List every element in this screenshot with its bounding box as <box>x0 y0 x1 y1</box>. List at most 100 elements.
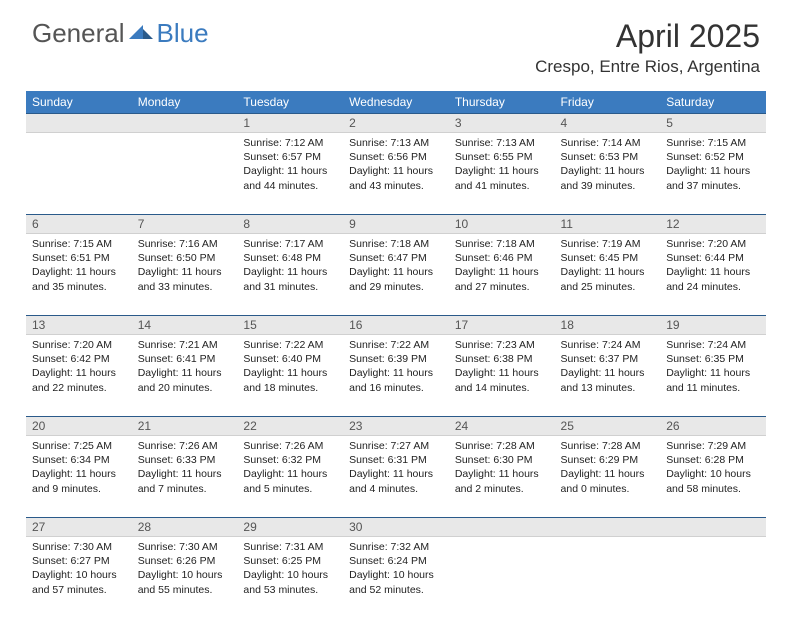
day-number: 12 <box>660 215 766 233</box>
day-cell: Sunrise: 7:14 AMSunset: 6:53 PMDaylight:… <box>555 133 661 215</box>
day-number: 30 <box>343 518 449 536</box>
day-header: Saturday <box>660 91 766 114</box>
content-row: Sunrise: 7:15 AMSunset: 6:51 PMDaylight:… <box>26 234 766 316</box>
day-cell <box>555 537 661 619</box>
day-number: 11 <box>555 215 661 233</box>
daynum-cell <box>26 114 132 133</box>
day-content: Sunrise: 7:21 AMSunset: 6:41 PMDaylight:… <box>132 335 238 401</box>
day-cell <box>26 133 132 215</box>
day-number: 5 <box>660 114 766 132</box>
daynum-cell <box>555 518 661 537</box>
daynum-cell: 3 <box>449 114 555 133</box>
content-row: Sunrise: 7:20 AMSunset: 6:42 PMDaylight:… <box>26 335 766 417</box>
daynum-cell: 18 <box>555 316 661 335</box>
daynum-row: 13141516171819 <box>26 316 766 335</box>
day-number: 19 <box>660 316 766 334</box>
daynum-row: 20212223242526 <box>26 417 766 436</box>
daynum-cell: 1 <box>237 114 343 133</box>
daynum-cell: 16 <box>343 316 449 335</box>
day-cell: Sunrise: 7:24 AMSunset: 6:35 PMDaylight:… <box>660 335 766 417</box>
day-number: 27 <box>26 518 132 536</box>
day-cell: Sunrise: 7:18 AMSunset: 6:46 PMDaylight:… <box>449 234 555 316</box>
daynum-cell <box>660 518 766 537</box>
day-number: 24 <box>449 417 555 435</box>
daynum-cell: 4 <box>555 114 661 133</box>
day-number: 29 <box>237 518 343 536</box>
day-cell: Sunrise: 7:12 AMSunset: 6:57 PMDaylight:… <box>237 133 343 215</box>
day-content: Sunrise: 7:30 AMSunset: 6:27 PMDaylight:… <box>26 537 132 603</box>
daynum-row: 27282930 <box>26 518 766 537</box>
day-content: Sunrise: 7:15 AMSunset: 6:51 PMDaylight:… <box>26 234 132 300</box>
daynum-cell: 9 <box>343 215 449 234</box>
day-cell: Sunrise: 7:18 AMSunset: 6:47 PMDaylight:… <box>343 234 449 316</box>
day-header: Wednesday <box>343 91 449 114</box>
daynum-cell: 13 <box>26 316 132 335</box>
day-cell: Sunrise: 7:13 AMSunset: 6:56 PMDaylight:… <box>343 133 449 215</box>
calendar-body: 12345Sunrise: 7:12 AMSunset: 6:57 PMDayl… <box>26 114 766 619</box>
daynum-cell: 11 <box>555 215 661 234</box>
day-cell: Sunrise: 7:16 AMSunset: 6:50 PMDaylight:… <box>132 234 238 316</box>
day-cell: Sunrise: 7:20 AMSunset: 6:44 PMDaylight:… <box>660 234 766 316</box>
day-content: Sunrise: 7:13 AMSunset: 6:56 PMDaylight:… <box>343 133 449 199</box>
day-content: Sunrise: 7:31 AMSunset: 6:25 PMDaylight:… <box>237 537 343 603</box>
daynum-cell: 24 <box>449 417 555 436</box>
daynum-cell: 8 <box>237 215 343 234</box>
day-cell: Sunrise: 7:30 AMSunset: 6:27 PMDaylight:… <box>26 537 132 619</box>
day-number: 8 <box>237 215 343 233</box>
day-number: 7 <box>132 215 238 233</box>
day-cell: Sunrise: 7:24 AMSunset: 6:37 PMDaylight:… <box>555 335 661 417</box>
daynum-cell: 28 <box>132 518 238 537</box>
day-number: 20 <box>26 417 132 435</box>
day-cell: Sunrise: 7:28 AMSunset: 6:30 PMDaylight:… <box>449 436 555 518</box>
day-number: 13 <box>26 316 132 334</box>
day-header: Tuesday <box>237 91 343 114</box>
daynum-cell: 26 <box>660 417 766 436</box>
daynum-cell <box>132 114 238 133</box>
content-row: Sunrise: 7:25 AMSunset: 6:34 PMDaylight:… <box>26 436 766 518</box>
day-content: Sunrise: 7:24 AMSunset: 6:35 PMDaylight:… <box>660 335 766 401</box>
day-content: Sunrise: 7:20 AMSunset: 6:42 PMDaylight:… <box>26 335 132 401</box>
day-cell: Sunrise: 7:26 AMSunset: 6:33 PMDaylight:… <box>132 436 238 518</box>
daynum-cell: 17 <box>449 316 555 335</box>
day-content: Sunrise: 7:15 AMSunset: 6:52 PMDaylight:… <box>660 133 766 199</box>
day-content: Sunrise: 7:22 AMSunset: 6:39 PMDaylight:… <box>343 335 449 401</box>
day-cell <box>132 133 238 215</box>
daynum-cell: 15 <box>237 316 343 335</box>
daynum-cell: 12 <box>660 215 766 234</box>
day-content: Sunrise: 7:28 AMSunset: 6:29 PMDaylight:… <box>555 436 661 502</box>
daynum-cell <box>449 518 555 537</box>
day-cell: Sunrise: 7:30 AMSunset: 6:26 PMDaylight:… <box>132 537 238 619</box>
day-header: Monday <box>132 91 238 114</box>
day-cell: Sunrise: 7:26 AMSunset: 6:32 PMDaylight:… <box>237 436 343 518</box>
day-number: 18 <box>555 316 661 334</box>
page-title: April 2025 <box>535 18 760 55</box>
day-cell: Sunrise: 7:27 AMSunset: 6:31 PMDaylight:… <box>343 436 449 518</box>
day-content: Sunrise: 7:24 AMSunset: 6:37 PMDaylight:… <box>555 335 661 401</box>
day-number: 14 <box>132 316 238 334</box>
day-number: 3 <box>449 114 555 132</box>
calendar-table: SundayMondayTuesdayWednesdayThursdayFrid… <box>26 91 766 619</box>
day-number: 28 <box>132 518 238 536</box>
day-content: Sunrise: 7:18 AMSunset: 6:47 PMDaylight:… <box>343 234 449 300</box>
daynum-cell: 5 <box>660 114 766 133</box>
day-number: 4 <box>555 114 661 132</box>
day-content: Sunrise: 7:12 AMSunset: 6:57 PMDaylight:… <box>237 133 343 199</box>
day-content: Sunrise: 7:16 AMSunset: 6:50 PMDaylight:… <box>132 234 238 300</box>
day-content: Sunrise: 7:26 AMSunset: 6:33 PMDaylight:… <box>132 436 238 502</box>
daynum-cell: 20 <box>26 417 132 436</box>
day-number: 22 <box>237 417 343 435</box>
content-row: Sunrise: 7:30 AMSunset: 6:27 PMDaylight:… <box>26 537 766 619</box>
day-cell: Sunrise: 7:17 AMSunset: 6:48 PMDaylight:… <box>237 234 343 316</box>
day-cell: Sunrise: 7:22 AMSunset: 6:40 PMDaylight:… <box>237 335 343 417</box>
day-cell: Sunrise: 7:13 AMSunset: 6:55 PMDaylight:… <box>449 133 555 215</box>
day-cell <box>660 537 766 619</box>
day-content: Sunrise: 7:28 AMSunset: 6:30 PMDaylight:… <box>449 436 555 502</box>
daynum-cell: 23 <box>343 417 449 436</box>
day-content: Sunrise: 7:17 AMSunset: 6:48 PMDaylight:… <box>237 234 343 300</box>
daynum-cell: 2 <box>343 114 449 133</box>
daynum-cell: 22 <box>237 417 343 436</box>
logo-triangle-icon <box>129 21 155 46</box>
daynum-cell: 7 <box>132 215 238 234</box>
day-header-row: SundayMondayTuesdayWednesdayThursdayFrid… <box>26 91 766 114</box>
day-cell: Sunrise: 7:29 AMSunset: 6:28 PMDaylight:… <box>660 436 766 518</box>
